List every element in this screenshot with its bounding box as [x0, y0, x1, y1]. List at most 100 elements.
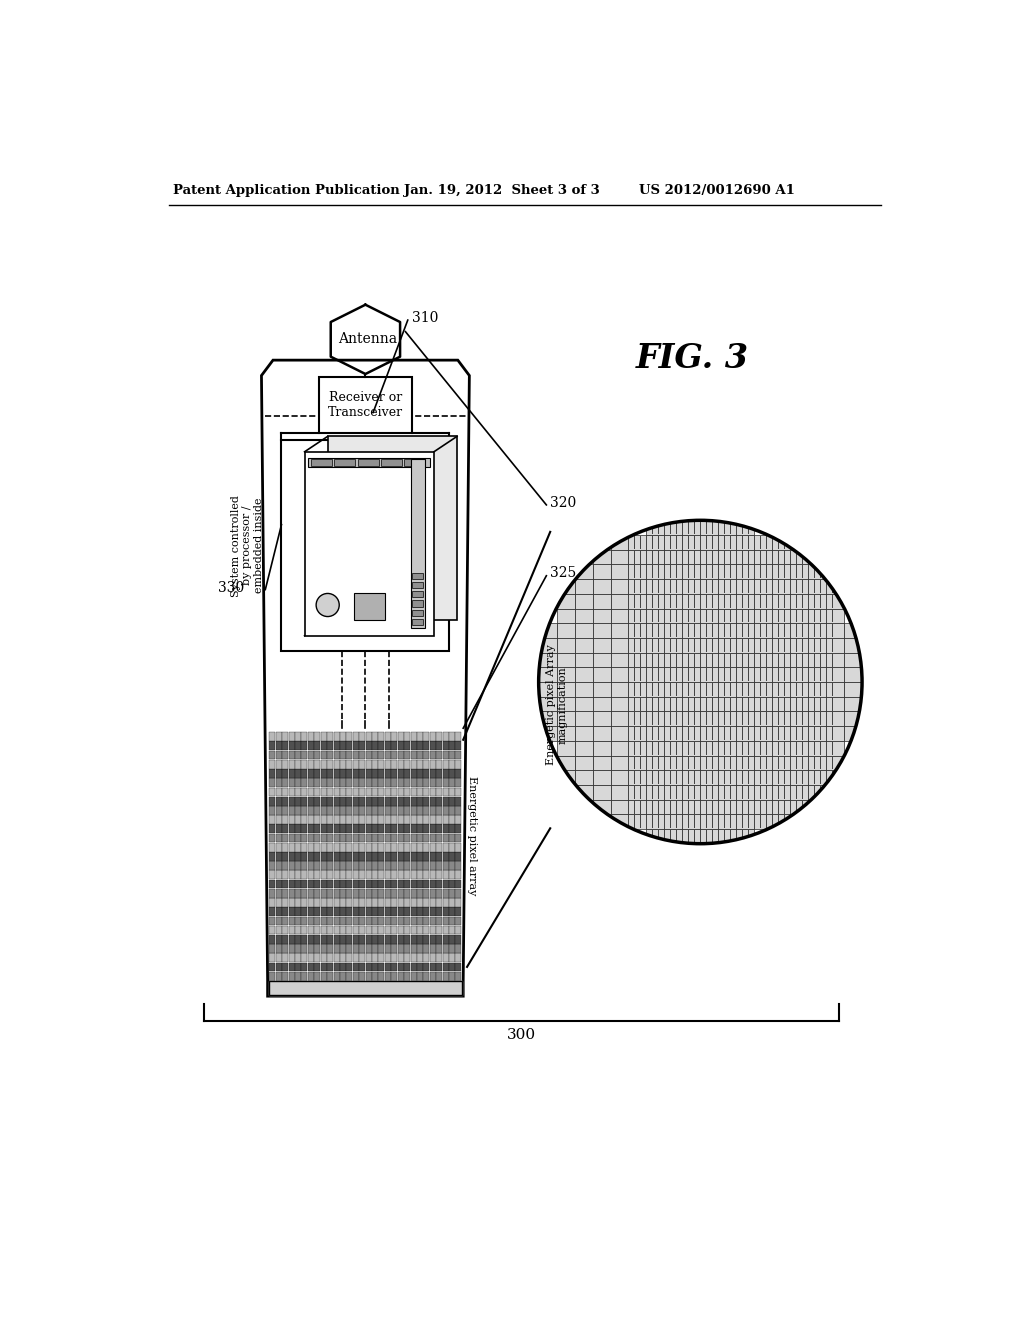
Bar — [629, 565, 646, 579]
Bar — [736, 623, 755, 638]
Bar — [736, 829, 755, 843]
Bar — [275, 760, 282, 768]
Bar — [682, 668, 700, 682]
Bar — [574, 697, 593, 711]
Bar — [391, 797, 397, 805]
Bar — [610, 800, 629, 814]
Bar — [397, 751, 403, 759]
Bar — [755, 638, 772, 652]
Bar — [385, 825, 391, 833]
Bar — [404, 925, 410, 935]
Bar — [314, 898, 321, 907]
Bar — [539, 682, 557, 697]
Bar — [353, 779, 358, 787]
Bar — [700, 755, 718, 770]
Bar — [791, 594, 808, 609]
Bar — [346, 907, 352, 916]
Bar — [340, 962, 346, 972]
Bar — [646, 520, 665, 535]
Bar — [308, 760, 313, 768]
Bar — [269, 825, 275, 833]
Bar — [359, 760, 366, 768]
Bar — [346, 760, 352, 768]
Bar — [385, 879, 391, 888]
Bar — [308, 751, 313, 759]
Bar — [327, 816, 333, 824]
Bar — [314, 733, 321, 741]
Bar — [385, 944, 391, 953]
Bar — [417, 879, 423, 888]
Bar — [646, 785, 665, 800]
Bar — [346, 925, 352, 935]
Bar — [289, 981, 295, 990]
Bar — [417, 851, 423, 861]
Bar — [379, 834, 384, 842]
Bar — [283, 935, 288, 944]
Bar — [269, 816, 275, 824]
Bar — [610, 565, 629, 579]
Bar — [442, 751, 449, 759]
Bar — [321, 779, 327, 787]
Bar — [665, 520, 682, 535]
Bar — [391, 733, 397, 741]
Bar — [334, 779, 340, 787]
Bar — [404, 935, 410, 944]
Bar — [359, 851, 366, 861]
Bar — [275, 981, 282, 990]
Bar — [289, 953, 295, 962]
Bar — [791, 711, 808, 726]
Bar — [346, 742, 352, 750]
Bar — [301, 981, 307, 990]
Bar — [430, 760, 436, 768]
Bar — [340, 861, 346, 870]
Bar — [456, 770, 462, 777]
Bar — [423, 843, 429, 851]
Bar — [629, 638, 646, 652]
Bar — [411, 779, 417, 787]
Text: Energetic pixel Array
magnification: Energetic pixel Array magnification — [547, 644, 568, 766]
Bar — [423, 834, 429, 842]
Bar — [372, 742, 378, 750]
Bar — [301, 888, 307, 898]
Bar — [275, 770, 282, 777]
Bar — [411, 898, 417, 907]
Bar — [700, 549, 718, 565]
Bar — [736, 682, 755, 697]
Bar — [404, 733, 410, 741]
Bar — [718, 638, 736, 652]
Bar — [772, 652, 791, 668]
Bar — [430, 907, 436, 916]
Bar — [334, 888, 340, 898]
Bar — [700, 535, 718, 549]
Bar — [436, 898, 442, 907]
Bar — [301, 797, 307, 805]
Bar — [646, 579, 665, 594]
Bar — [275, 925, 282, 935]
Bar — [423, 851, 429, 861]
Bar — [353, 788, 358, 796]
Bar — [442, 907, 449, 916]
Text: Patent Application Publication: Patent Application Publication — [173, 185, 399, 197]
Bar — [629, 652, 646, 668]
Bar — [450, 797, 455, 805]
Bar — [397, 962, 403, 972]
Bar — [283, 843, 288, 851]
Bar — [359, 944, 366, 953]
Bar — [700, 726, 718, 741]
Bar — [682, 579, 700, 594]
Bar — [450, 907, 455, 916]
Bar — [700, 668, 718, 682]
Bar — [646, 638, 665, 652]
Bar — [366, 962, 372, 972]
Bar — [450, 962, 455, 972]
Bar — [772, 638, 791, 652]
Bar — [718, 814, 736, 829]
Bar — [366, 944, 372, 953]
Bar — [372, 760, 378, 768]
Bar — [442, 770, 449, 777]
Bar — [700, 652, 718, 668]
Bar — [340, 981, 346, 990]
Bar — [755, 711, 772, 726]
Bar — [682, 594, 700, 609]
Bar — [301, 779, 307, 787]
